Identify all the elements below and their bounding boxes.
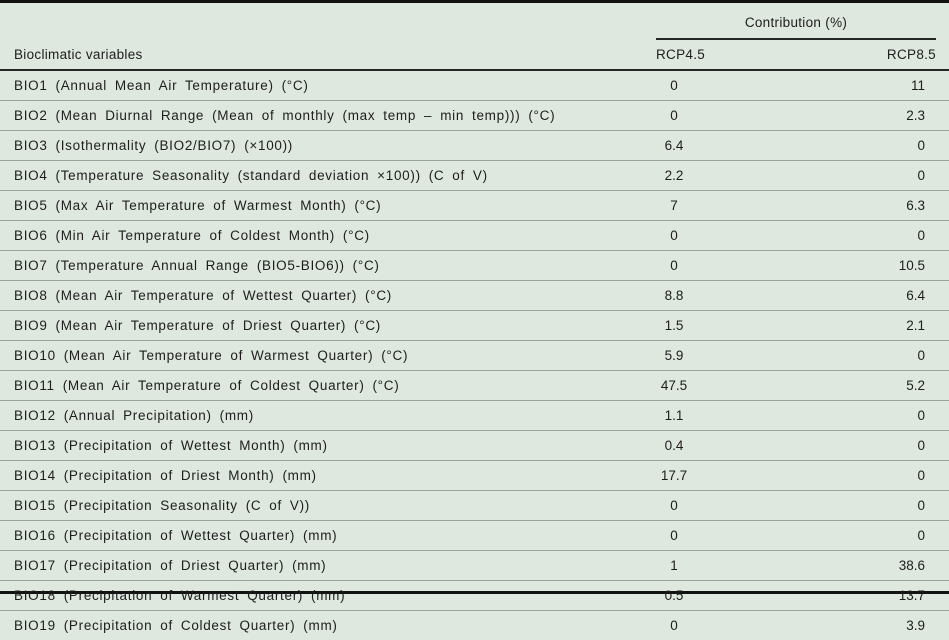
col-header-variables: Bioclimatic variables <box>0 40 638 70</box>
rcp45-value-cell: 1 <box>638 551 710 581</box>
rcp85-value-cell: 38.6 <box>710 551 949 581</box>
bioclimatic-contribution-table: Contribution (%) Bioclimatic variables R… <box>0 0 949 594</box>
variable-cell: BIO11 (Mean Air Temperature of Coldest Q… <box>0 371 638 401</box>
rcp85-value-cell: 0 <box>710 521 949 551</box>
rcp85-value-cell: 0 <box>710 431 949 461</box>
rcp45-value-cell: 8.8 <box>638 281 710 311</box>
rcp85-value-cell: 13.7 <box>710 581 949 611</box>
rcp45-value-cell: 2.2 <box>638 161 710 191</box>
variable-cell: BIO10 (Mean Air Temperature of Warmest Q… <box>0 341 638 371</box>
rcp85-value-cell: 6.3 <box>710 191 949 221</box>
rcp85-value-cell: 0 <box>710 131 949 161</box>
col-header-rcp85: RCP8.5 <box>710 40 949 70</box>
column-header-row: Bioclimatic variables RCP4.5 RCP8.5 <box>0 40 949 70</box>
rcp45-value-cell: 1.1 <box>638 401 710 431</box>
table-row: BIO14 (Precipitation of Driest Month) (m… <box>0 461 949 491</box>
rcp85-value-cell: 0 <box>710 161 949 191</box>
group-header-spacer <box>0 3 638 40</box>
variable-cell: BIO7 (Temperature Annual Range (BIO5-BIO… <box>0 251 638 281</box>
rcp45-value-cell: 0 <box>638 611 710 640</box>
variable-cell: BIO13 (Precipitation of Wettest Month) (… <box>0 431 638 461</box>
variable-cell: BIO4 (Temperature Seasonality (standard … <box>0 161 638 191</box>
rcp85-value-cell: 2.3 <box>710 101 949 131</box>
rcp45-value-cell: 0 <box>638 70 710 101</box>
rcp45-value-cell: 0.4 <box>638 431 710 461</box>
rcp85-value-cell: 10.5 <box>710 251 949 281</box>
group-header-cell: Contribution (%) <box>638 3 949 40</box>
table-row: BIO17 (Precipitation of Driest Quarter) … <box>0 551 949 581</box>
table-row: BIO8 (Mean Air Temperature of Wettest Qu… <box>0 281 949 311</box>
variable-cell: BIO8 (Mean Air Temperature of Wettest Qu… <box>0 281 638 311</box>
group-header-label: Contribution (%) <box>656 15 936 40</box>
rcp45-value-cell: 0.5 <box>638 581 710 611</box>
table-row: BIO5 (Max Air Temperature of Warmest Mon… <box>0 191 949 221</box>
table-row: BIO16 (Precipitation of Wettest Quarter)… <box>0 521 949 551</box>
table-row: BIO6 (Min Air Temperature of Coldest Mon… <box>0 221 949 251</box>
variable-cell: BIO15 (Precipitation Seasonality (C of V… <box>0 491 638 521</box>
rcp85-value-cell: 2.1 <box>710 311 949 341</box>
variable-cell: BIO5 (Max Air Temperature of Warmest Mon… <box>0 191 638 221</box>
rcp45-value-cell: 0 <box>638 521 710 551</box>
table-row: BIO19 (Precipitation of Coldest Quarter)… <box>0 611 949 640</box>
variable-cell: BIO9 (Mean Air Temperature of Driest Qua… <box>0 311 638 341</box>
variable-cell: BIO12 (Annual Precipitation) (mm) <box>0 401 638 431</box>
variable-cell: BIO1 (Annual Mean Air Temperature) (°C) <box>0 70 638 101</box>
rcp85-value-cell: 3.9 <box>710 611 949 640</box>
data-table: Contribution (%) Bioclimatic variables R… <box>0 3 949 640</box>
table-row: BIO10 (Mean Air Temperature of Warmest Q… <box>0 341 949 371</box>
rcp45-value-cell: 0 <box>638 491 710 521</box>
variable-cell: BIO3 (Isothermality (BIO2/BIO7) (×100)) <box>0 131 638 161</box>
table-row: BIO18 (Precipitation of Warmest Quarter)… <box>0 581 949 611</box>
table-row: BIO7 (Temperature Annual Range (BIO5-BIO… <box>0 251 949 281</box>
rcp45-value-cell: 0 <box>638 251 710 281</box>
table-row: BIO15 (Precipitation Seasonality (C of V… <box>0 491 949 521</box>
table-header: Contribution (%) Bioclimatic variables R… <box>0 3 949 70</box>
rcp45-value-cell: 17.7 <box>638 461 710 491</box>
rcp85-value-cell: 0 <box>710 341 949 371</box>
table-row: BIO13 (Precipitation of Wettest Month) (… <box>0 431 949 461</box>
variable-cell: BIO18 (Precipitation of Warmest Quarter)… <box>0 581 638 611</box>
rcp85-value-cell: 0 <box>710 221 949 251</box>
rcp45-value-cell: 47.5 <box>638 371 710 401</box>
group-header-row: Contribution (%) <box>0 3 949 40</box>
rcp85-value-cell: 0 <box>710 401 949 431</box>
variable-cell: BIO19 (Precipitation of Coldest Quarter)… <box>0 611 638 640</box>
rcp85-value-cell: 0 <box>710 461 949 491</box>
variable-cell: BIO14 (Precipitation of Driest Month) (m… <box>0 461 638 491</box>
variable-cell: BIO6 (Min Air Temperature of Coldest Mon… <box>0 221 638 251</box>
rcp45-value-cell: 5.9 <box>638 341 710 371</box>
variable-cell: BIO16 (Precipitation of Wettest Quarter)… <box>0 521 638 551</box>
rcp45-value-cell: 7 <box>638 191 710 221</box>
rcp85-value-cell: 6.4 <box>710 281 949 311</box>
rcp85-value-cell: 11 <box>710 70 949 101</box>
rcp85-value-cell: 5.2 <box>710 371 949 401</box>
table-row: BIO1 (Annual Mean Air Temperature) (°C) … <box>0 70 949 101</box>
table-row: BIO9 (Mean Air Temperature of Driest Qua… <box>0 311 949 341</box>
rcp45-value-cell: 1.5 <box>638 311 710 341</box>
table-row: BIO4 (Temperature Seasonality (standard … <box>0 161 949 191</box>
table-row: BIO2 (Mean Diurnal Range (Mean of monthl… <box>0 101 949 131</box>
rcp85-value-cell: 0 <box>710 491 949 521</box>
table-body: BIO1 (Annual Mean Air Temperature) (°C) … <box>0 70 949 640</box>
table-row: BIO12 (Annual Precipitation) (mm) 1.1 0 <box>0 401 949 431</box>
col-header-rcp45: RCP4.5 <box>638 40 710 70</box>
rcp45-value-cell: 0 <box>638 221 710 251</box>
rcp45-value-cell: 0 <box>638 101 710 131</box>
variable-cell: BIO2 (Mean Diurnal Range (Mean of monthl… <box>0 101 638 131</box>
variable-cell: BIO17 (Precipitation of Driest Quarter) … <box>0 551 638 581</box>
table-row: BIO11 (Mean Air Temperature of Coldest Q… <box>0 371 949 401</box>
table-row: BIO3 (Isothermality (BIO2/BIO7) (×100)) … <box>0 131 949 161</box>
rcp45-value-cell: 6.4 <box>638 131 710 161</box>
